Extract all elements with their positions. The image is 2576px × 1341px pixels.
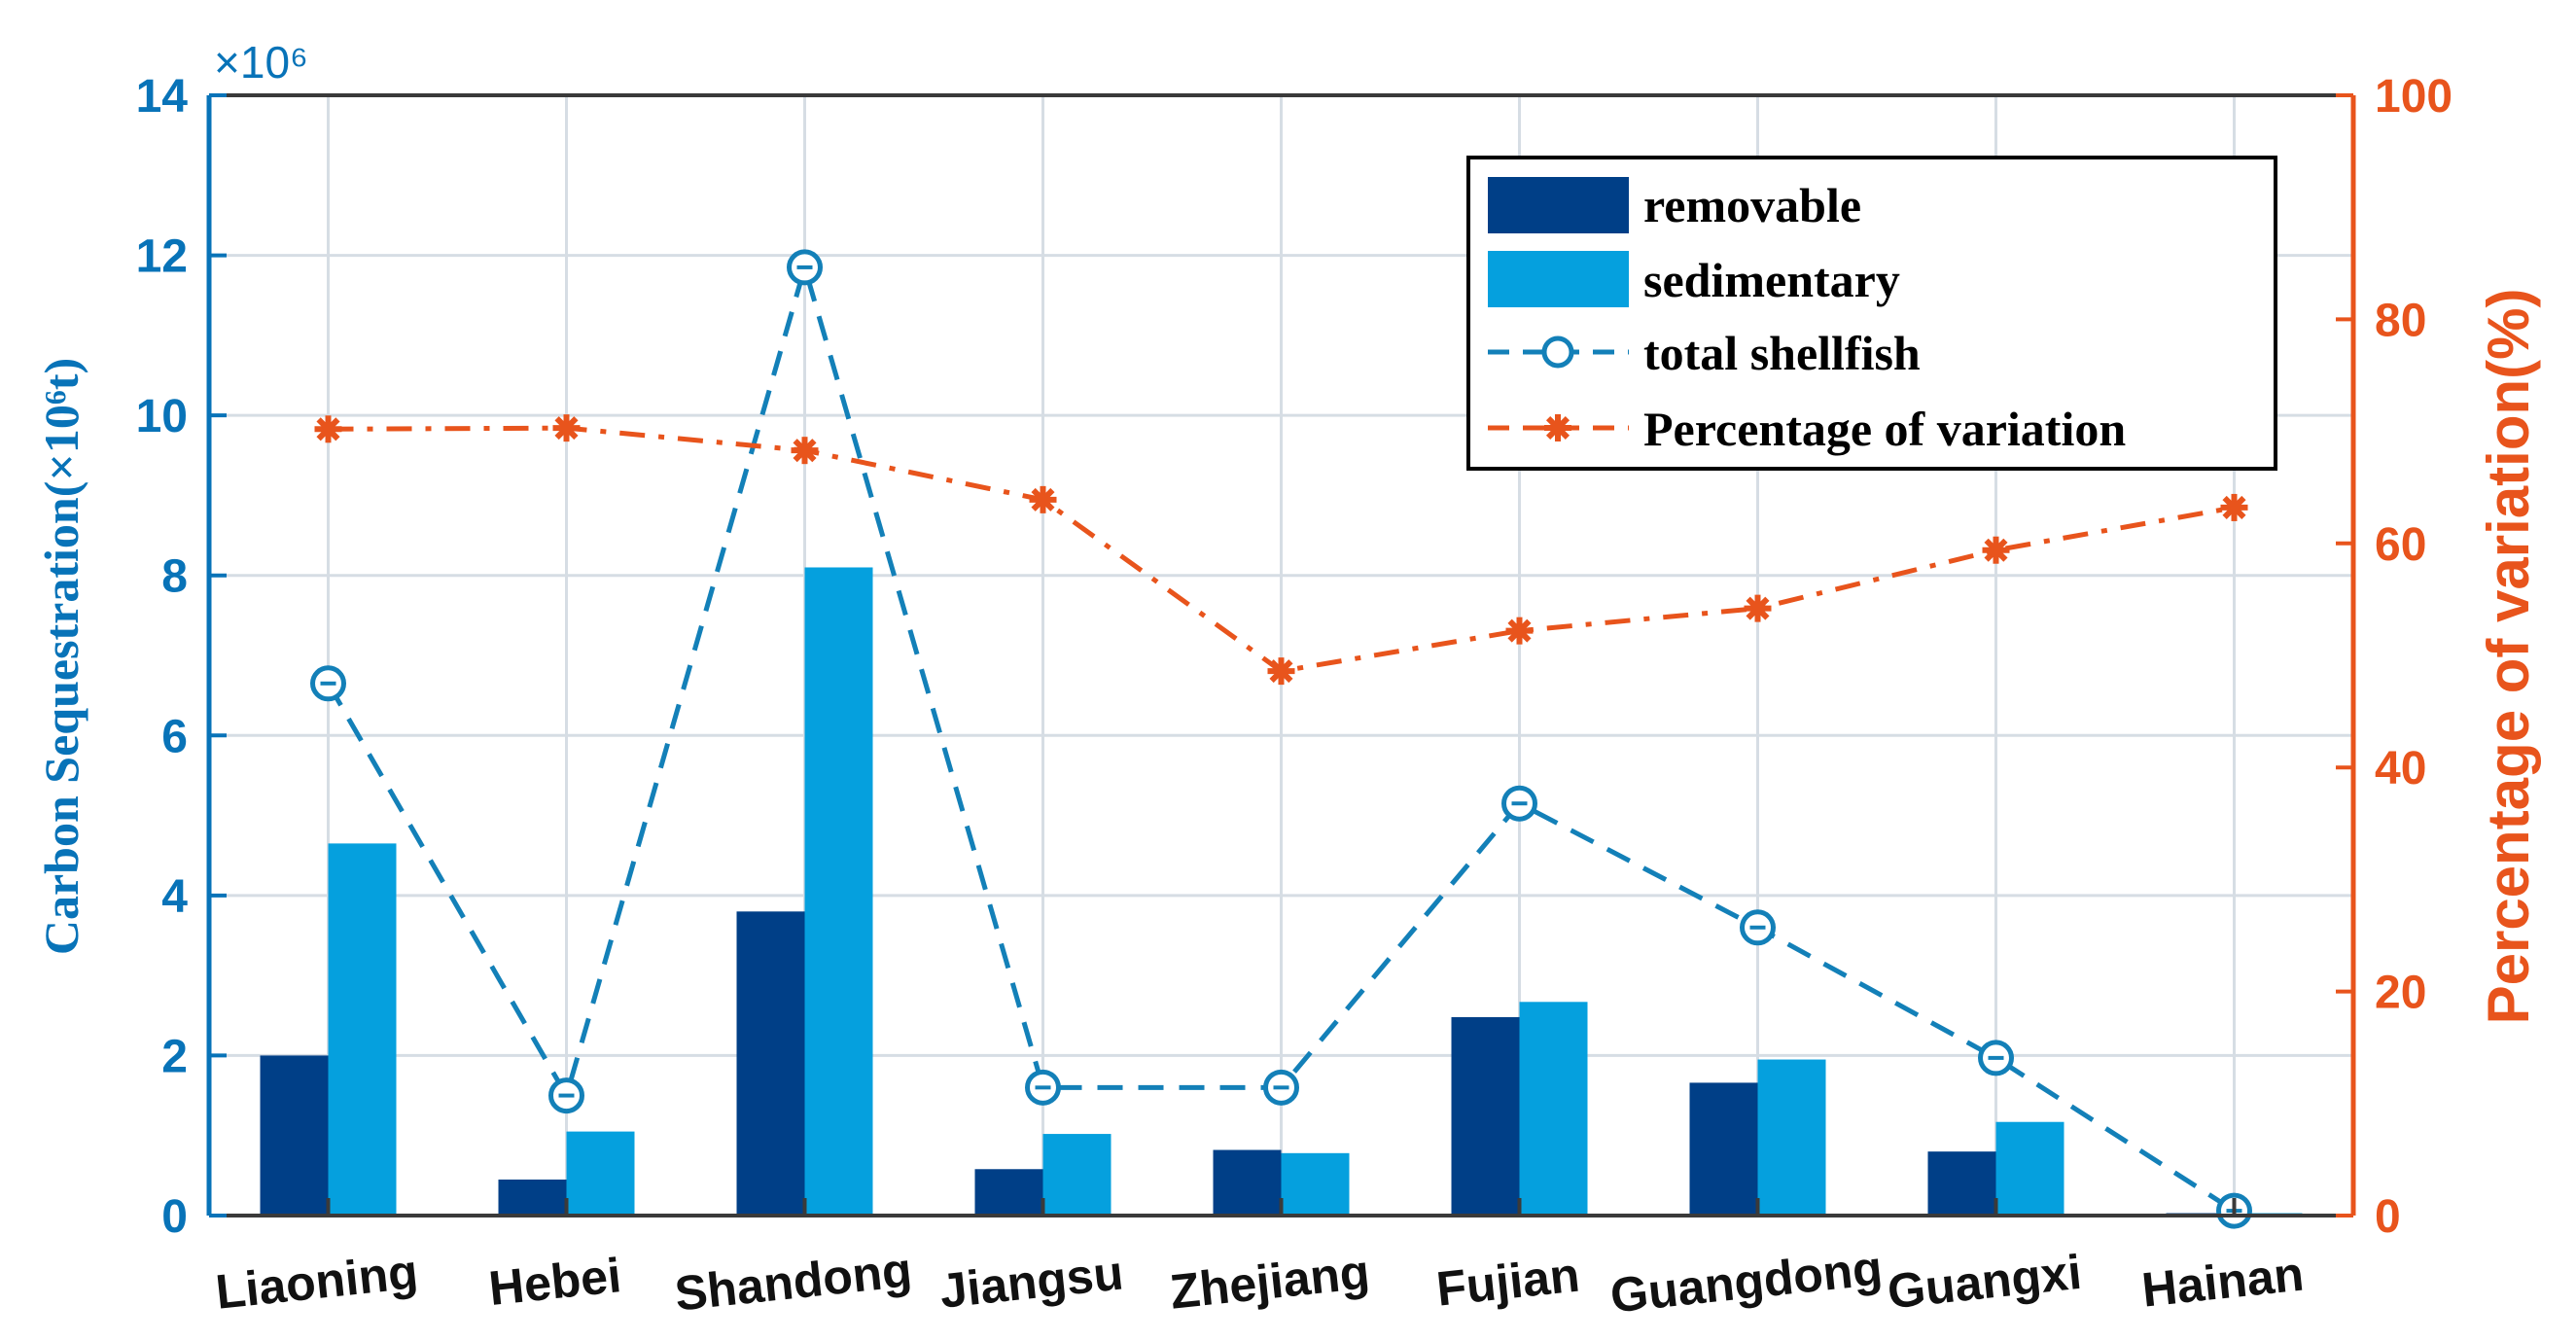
bar-sedimentary-shandong	[804, 567, 873, 1216]
marker-percentage-of-variation-liaoning	[314, 415, 342, 443]
bar-sedimentary-fujian	[1519, 1002, 1588, 1216]
legend-label-total-shellfish: total shellfish	[1643, 326, 1921, 380]
bar-removable-fujian	[1451, 1016, 1520, 1216]
right-tick-label: 100	[2375, 71, 2452, 123]
bar-sedimentary-guangdong	[1757, 1059, 1826, 1216]
marker-percentage-of-variation-fujian	[1505, 617, 1534, 645]
bar-removable-shandong	[736, 911, 805, 1216]
left-tick-label: 12	[136, 231, 188, 283]
left-tick-label: 0	[161, 1191, 188, 1243]
marker-percentage-of-variation-zhejiang	[1267, 657, 1295, 686]
marker-percentage-of-variation-hainan	[2220, 493, 2248, 521]
bar-removable-jiangsu	[974, 1169, 1043, 1216]
series-lines	[310, 249, 2252, 1229]
legend-marker-percentage	[1544, 414, 1571, 441]
left-tick-label: 4	[161, 871, 188, 923]
legend: removable sedimentary total shellfish Pe…	[1466, 156, 2277, 471]
right-tick-label: 80	[2375, 295, 2426, 346]
legend-asterisk-glyph	[1544, 414, 1571, 441]
marker-percentage-of-variation-jiangsu	[1029, 485, 1057, 513]
right-axis-title: Percentage of variation(%)	[2476, 289, 2541, 1025]
legend-label-sedimentary: sedimentary	[1643, 253, 1900, 307]
bar-sedimentary-guangxi	[1995, 1121, 2064, 1216]
bar-removable-zhejiang	[1213, 1149, 1282, 1216]
right-tick-label: 20	[2375, 968, 2426, 1019]
left-tick-label: 6	[161, 711, 188, 762]
bar-removable-guangdong	[1689, 1082, 1758, 1216]
bar-removable-hebei	[498, 1179, 567, 1216]
bar-removable-liaoning	[260, 1055, 329, 1216]
legend-label-percentage: Percentage of variation	[1643, 402, 2126, 456]
bar-sedimentary-zhejiang	[1281, 1152, 1350, 1216]
bar-sedimentary-liaoning	[328, 843, 397, 1216]
left-tick-label: 8	[161, 551, 188, 603]
bar-sedimentary-hebei	[566, 1131, 635, 1216]
legend-swatch-removable	[1488, 177, 1629, 233]
legend-swatch-sedimentary	[1488, 251, 1629, 307]
right-tick-label: 40	[2375, 743, 2426, 794]
marker-percentage-of-variation-guangdong	[1744, 594, 1772, 622]
right-tick-label: 0	[2375, 1191, 2401, 1243]
right-tick-label: 60	[2375, 519, 2426, 571]
bar-sedimentary-jiangsu	[1042, 1134, 1112, 1216]
legend-label-removable: removable	[1643, 178, 1861, 232]
bars	[260, 567, 2303, 1216]
left-tick-label: 10	[136, 391, 188, 442]
bar-removable-guangxi	[1927, 1151, 1996, 1216]
left-axis-multiplier: ×10⁶	[214, 37, 308, 88]
legend-marker-total-shellfish	[1541, 335, 1574, 369]
left-tick-label: 14	[136, 71, 189, 123]
left-axis-title: Carbon Sequestration(×10⁶t)	[34, 358, 88, 955]
marker-percentage-of-variation-hebei	[552, 414, 581, 442]
marker-percentage-of-variation-shandong	[791, 437, 819, 465]
left-tick-label: 2	[161, 1031, 188, 1082]
marker-percentage-of-variation-guangxi	[1982, 536, 2010, 564]
